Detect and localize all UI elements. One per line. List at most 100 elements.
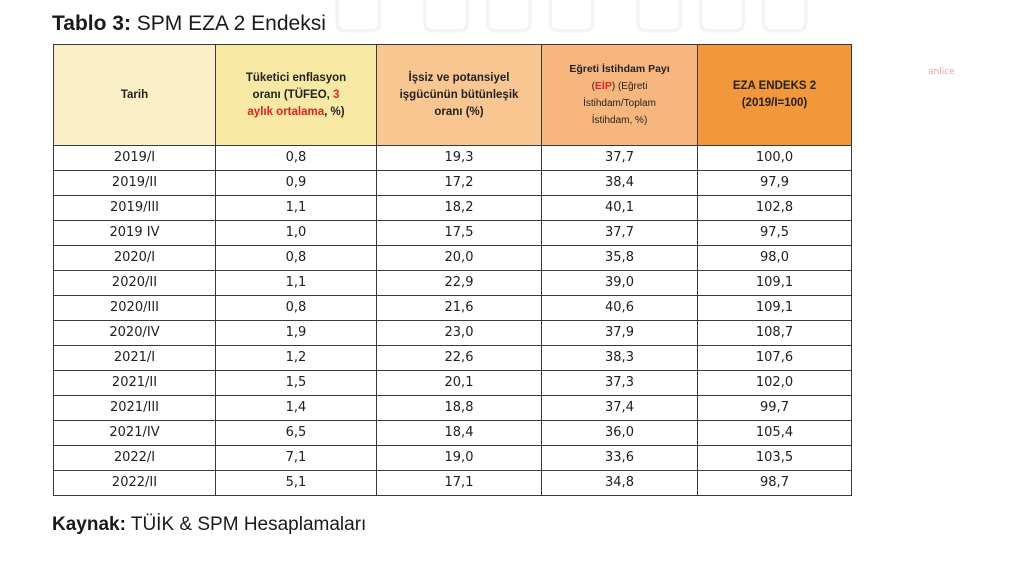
cell-tarih: 2019/I bbox=[53, 145, 216, 171]
cell-tarih: 2022/II bbox=[53, 470, 216, 496]
cell-egreti: 37,7 bbox=[541, 145, 698, 171]
cell-issiz: 20,0 bbox=[376, 245, 542, 271]
cell-eza: 107,6 bbox=[697, 345, 852, 371]
cell-tufe: 1,4 bbox=[215, 395, 377, 421]
table-row: 2019/III 1,1 18,2 40,1 102,8 bbox=[53, 195, 852, 221]
cell-tarih: 2019 IV bbox=[53, 220, 216, 246]
cell-issiz: 17,1 bbox=[376, 470, 542, 496]
cell-egreti: 36,0 bbox=[541, 420, 698, 446]
cell-tufe: 7,1 bbox=[215, 445, 377, 471]
cell-tarih: 2019/II bbox=[53, 170, 216, 196]
cell-eza: 102,0 bbox=[697, 370, 852, 396]
cell-egreti: 38,3 bbox=[541, 345, 698, 371]
cell-eza: 97,5 bbox=[697, 220, 852, 246]
cell-tarih: 2022/I bbox=[53, 445, 216, 471]
cell-issiz: 22,9 bbox=[376, 270, 542, 296]
page-title: Tablo 3: SPM EZA 2 Endeksi bbox=[52, 10, 326, 38]
table-row: 2020/IV 1,9 23,0 37,9 108,7 bbox=[53, 320, 852, 346]
cell-tufe: 0,8 bbox=[215, 245, 377, 271]
cell-tarih: 2021/III bbox=[53, 395, 216, 421]
table-row: 2019/II 0,9 17,2 38,4 97,9 bbox=[53, 170, 852, 196]
cell-issiz: 18,4 bbox=[376, 420, 542, 446]
cell-tufe: 1,0 bbox=[215, 220, 377, 246]
table-row: 2022/I 7,1 19,0 33,6 103,5 bbox=[53, 445, 852, 471]
cell-eza: 102,8 bbox=[697, 195, 852, 221]
table-row: 2019/I 0,8 19,3 37,7 100,0 bbox=[53, 145, 852, 171]
cell-issiz: 18,2 bbox=[376, 195, 542, 221]
cell-tarih: 2020/III bbox=[53, 295, 216, 321]
cell-issiz: 19,3 bbox=[376, 145, 542, 171]
cell-issiz: 22,6 bbox=[376, 345, 542, 371]
cell-egreti: 35,8 bbox=[541, 245, 698, 271]
data-table: Tarih Tüketici enflasyon oranı (TÜFEO, 3… bbox=[53, 44, 852, 496]
cell-eza: 105,4 bbox=[697, 420, 852, 446]
cell-egreti: 40,1 bbox=[541, 195, 698, 221]
column-header-tufe: Tüketici enflasyon oranı (TÜFEO, 3 aylık… bbox=[215, 44, 377, 146]
cell-eza: 99,7 bbox=[697, 395, 852, 421]
cell-issiz: 20,1 bbox=[376, 370, 542, 396]
cell-eza: 98,0 bbox=[697, 245, 852, 271]
table-row: 2022/II 5,1 17,1 34,8 98,7 bbox=[53, 470, 852, 496]
cell-tufe: 0,8 bbox=[215, 145, 377, 171]
column-header-eza: EZA ENDEKS 2 (2019/I=100) bbox=[697, 44, 852, 146]
cell-eza: 100,0 bbox=[697, 145, 852, 171]
column-header-tarih: Tarih bbox=[53, 44, 216, 146]
cell-egreti: 34,8 bbox=[541, 470, 698, 496]
watermark-logo: anlice bbox=[928, 67, 955, 77]
source-text: TÜİK & SPM Hesaplamaları bbox=[130, 514, 367, 535]
cell-eza: 108,7 bbox=[697, 320, 852, 346]
table-row: 2020/I 0,8 20,0 35,8 98,0 bbox=[53, 245, 852, 271]
table-row: 2019 IV 1,0 17,5 37,7 97,5 bbox=[53, 220, 852, 246]
cell-eza: 103,5 bbox=[697, 445, 852, 471]
cell-issiz: 21,6 bbox=[376, 295, 542, 321]
table-row: 2020/II 1,1 22,9 39,0 109,1 bbox=[53, 270, 852, 296]
table-row: 2021/IV 6,5 18,4 36,0 105,4 bbox=[53, 420, 852, 446]
cell-issiz: 23,0 bbox=[376, 320, 542, 346]
cell-issiz: 19,0 bbox=[376, 445, 542, 471]
cell-tufe: 1,1 bbox=[215, 270, 377, 296]
cell-tarih: 2021/IV bbox=[53, 420, 216, 446]
cell-tarih: 2020/I bbox=[53, 245, 216, 271]
cell-egreti: 37,9 bbox=[541, 320, 698, 346]
cell-issiz: 17,2 bbox=[376, 170, 542, 196]
background-blur-text: ▢ ▢▢▢ ▢▢▢ bbox=[330, 0, 819, 40]
cell-tufe: 0,9 bbox=[215, 170, 377, 196]
cell-eza: 97,9 bbox=[697, 170, 852, 196]
cell-egreti: 38,4 bbox=[541, 170, 698, 196]
cell-tufe: 1,2 bbox=[215, 345, 377, 371]
cell-egreti: 37,4 bbox=[541, 395, 698, 421]
table-body: 2019/I 0,8 19,3 37,7 100,0 2019/II 0,9 17,2 38,4… bbox=[53, 145, 852, 496]
cell-tufe: 1,9 bbox=[215, 320, 377, 346]
cell-tarih: 2020/II bbox=[53, 270, 216, 296]
table-row: 2021/III 1,4 18,8 37,4 99,7 bbox=[53, 395, 852, 421]
cell-tufe: 6,5 bbox=[215, 420, 377, 446]
table-row: 2021/I 1,2 22,6 38,3 107,6 bbox=[53, 345, 852, 371]
cell-tarih: 2021/II bbox=[53, 370, 216, 396]
title-text: SPM EZA 2 Endeksi bbox=[136, 12, 326, 35]
cell-tufe: 0,8 bbox=[215, 295, 377, 321]
cell-eza: 109,1 bbox=[697, 295, 852, 321]
source-label: Kaynak: bbox=[52, 514, 126, 535]
cell-egreti: 39,0 bbox=[541, 270, 698, 296]
cell-egreti: 40,6 bbox=[541, 295, 698, 321]
cell-eza: 98,7 bbox=[697, 470, 852, 496]
cell-issiz: 18,8 bbox=[376, 395, 542, 421]
cell-egreti: 33,6 bbox=[541, 445, 698, 471]
cell-tufe: 1,5 bbox=[215, 370, 377, 396]
cell-tufe: 1,1 bbox=[215, 195, 377, 221]
column-header-egreti: Eğreti İstihdam Payı (EİP) (Eğreti İstih… bbox=[541, 44, 698, 146]
cell-issiz: 17,5 bbox=[376, 220, 542, 246]
cell-egreti: 37,3 bbox=[541, 370, 698, 396]
table-row: 2020/III 0,8 21,6 40,6 109,1 bbox=[53, 295, 852, 321]
title-label: Tablo 3: bbox=[52, 12, 131, 35]
source-note: Kaynak: TÜİK & SPM Hesaplamaları bbox=[52, 512, 366, 538]
cell-tarih: 2021/I bbox=[53, 345, 216, 371]
cell-eza: 109,1 bbox=[697, 270, 852, 296]
table-row: 2021/II 1,5 20,1 37,3 102,0 bbox=[53, 370, 852, 396]
cell-tufe: 5,1 bbox=[215, 470, 377, 496]
cell-egreti: 37,7 bbox=[541, 220, 698, 246]
cell-tarih: 2020/IV bbox=[53, 320, 216, 346]
table-header-row: Tarih Tüketici enflasyon oranı (TÜFEO, 3… bbox=[53, 44, 852, 146]
cell-tarih: 2019/III bbox=[53, 195, 216, 221]
column-header-issiz: İşsiz ve potansiyel işgücünün bütünleşik… bbox=[376, 44, 542, 146]
